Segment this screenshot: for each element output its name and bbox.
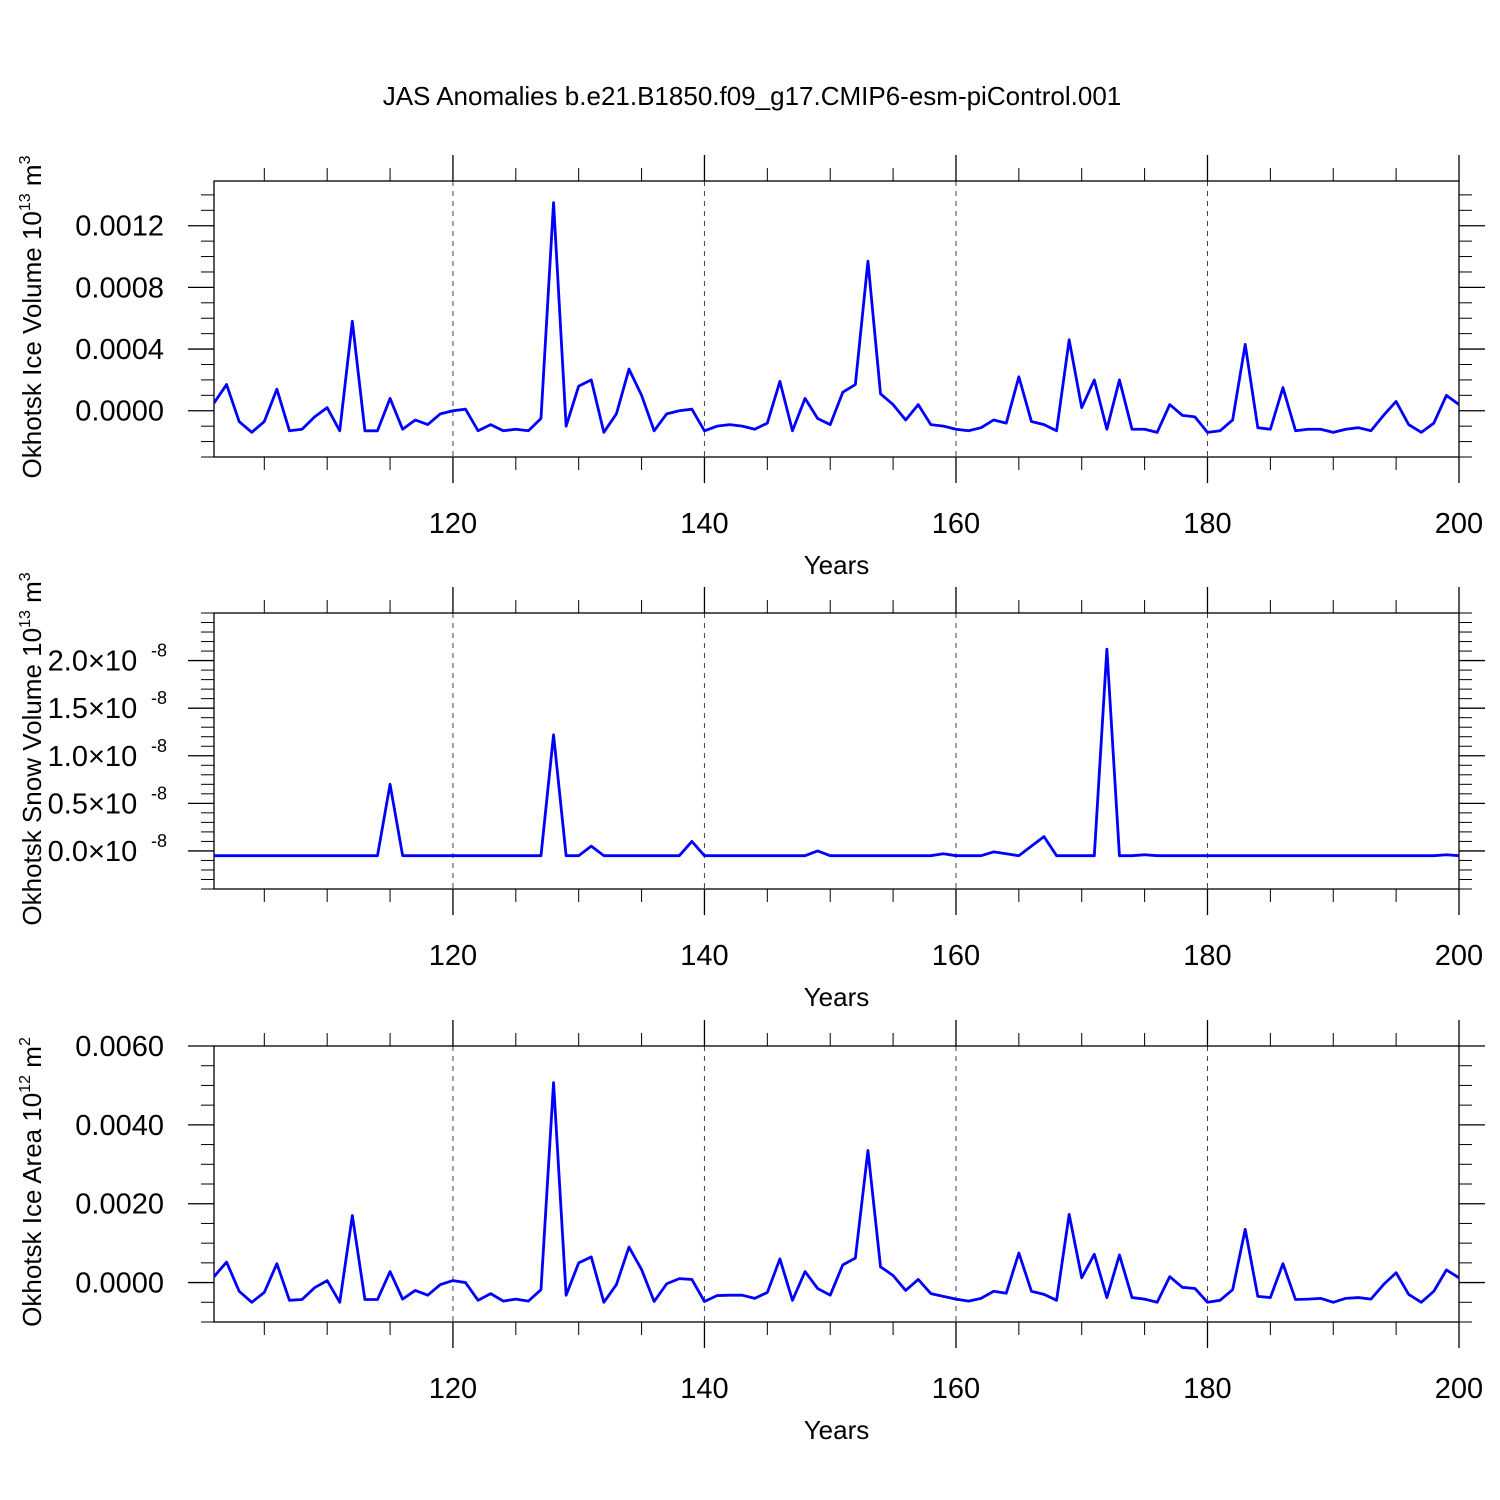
x-tick-label: 200 (1435, 940, 1483, 972)
y-tick-exponent: -8 (151, 688, 167, 708)
y-tick-label: 1.0 (48, 741, 88, 773)
y-tick-label: 0.0000 (75, 1268, 164, 1300)
panels: 120 140 160 180 200 0.0000 0.0004 0.0008 0.0012 Y… (17, 155, 1485, 1445)
x-tick-label: 120 (429, 508, 477, 540)
x-tick-label: 140 (680, 940, 728, 972)
y-tick-label: 0.0004 (75, 334, 164, 366)
y-tick-multiplier: ×10 (88, 788, 137, 820)
x-tick-label: 180 (1183, 940, 1231, 972)
y-tick-label: 1.5 (48, 693, 88, 725)
x-tick-label: 180 (1183, 1373, 1231, 1405)
y-tick-label: 0.0012 (75, 211, 164, 243)
y-tick-label: 0.0 (48, 836, 88, 868)
x-axis-title: Years (804, 1415, 870, 1445)
panel-3: 120 140 160 180 200 0.0000 0.0020 0.0040 0.0060 Y… (17, 1020, 1485, 1445)
y-tick-multiplier: ×10 (88, 741, 137, 773)
y-axis-title: Okhotsk Snow Volume 1013 m3 (17, 572, 47, 925)
x-axis-title: Years (804, 982, 870, 1012)
plot-frame (213, 612, 1460, 890)
y-tick-multiplier: ×10 (88, 836, 137, 868)
y-tick-multiplier: ×10 (88, 646, 137, 678)
x-tick-label: 160 (932, 1373, 980, 1405)
y-tick-multiplier: ×10 (88, 693, 137, 725)
y-axis-title: Okhotsk Ice Volume 1013 m3 (17, 155, 47, 478)
y-tick-label: 2.0 (48, 646, 88, 678)
x-tick-label: 200 (1435, 1373, 1483, 1405)
y-tick-label: 0.0000 (75, 396, 164, 428)
y-tick-label: 0.0020 (75, 1189, 164, 1221)
y-tick-exponent: -8 (151, 641, 167, 661)
figure-title: JAS Anomalies b.e21.B1850.f09_g17.CMIP6-… (383, 81, 1122, 111)
y-tick-exponent: -8 (151, 736, 167, 756)
series-line (214, 647, 1459, 858)
panel-1: 120 140 160 180 200 0.0000 0.0004 0.0008 0.0012 Y… (17, 155, 1485, 580)
y-tick-exponent: -8 (151, 831, 167, 851)
x-tick-label: 200 (1435, 508, 1483, 540)
y-tick-exponent: -8 (151, 783, 167, 803)
y-tick-label: 0.0060 (75, 1031, 164, 1063)
y-axis-title: Okhotsk Ice Area 1012 m2 (17, 1037, 47, 1327)
y-tick-label: 0.0040 (75, 1110, 164, 1142)
x-tick-label: 120 (429, 940, 477, 972)
y-tick-label: 0.0008 (75, 272, 164, 304)
plot-frame (213, 180, 1460, 458)
x-tick-label: 120 (429, 1373, 477, 1405)
x-axis-title: Years (804, 550, 870, 580)
x-tick-label: 180 (1183, 508, 1231, 540)
y-tick-label: 0.5 (48, 788, 88, 820)
series-line (214, 201, 1459, 434)
x-tick-label: 140 (680, 1373, 728, 1405)
series-line (214, 1081, 1459, 1304)
x-tick-label: 160 (932, 508, 980, 540)
x-tick-label: 160 (932, 940, 980, 972)
x-tick-label: 140 (680, 508, 728, 540)
